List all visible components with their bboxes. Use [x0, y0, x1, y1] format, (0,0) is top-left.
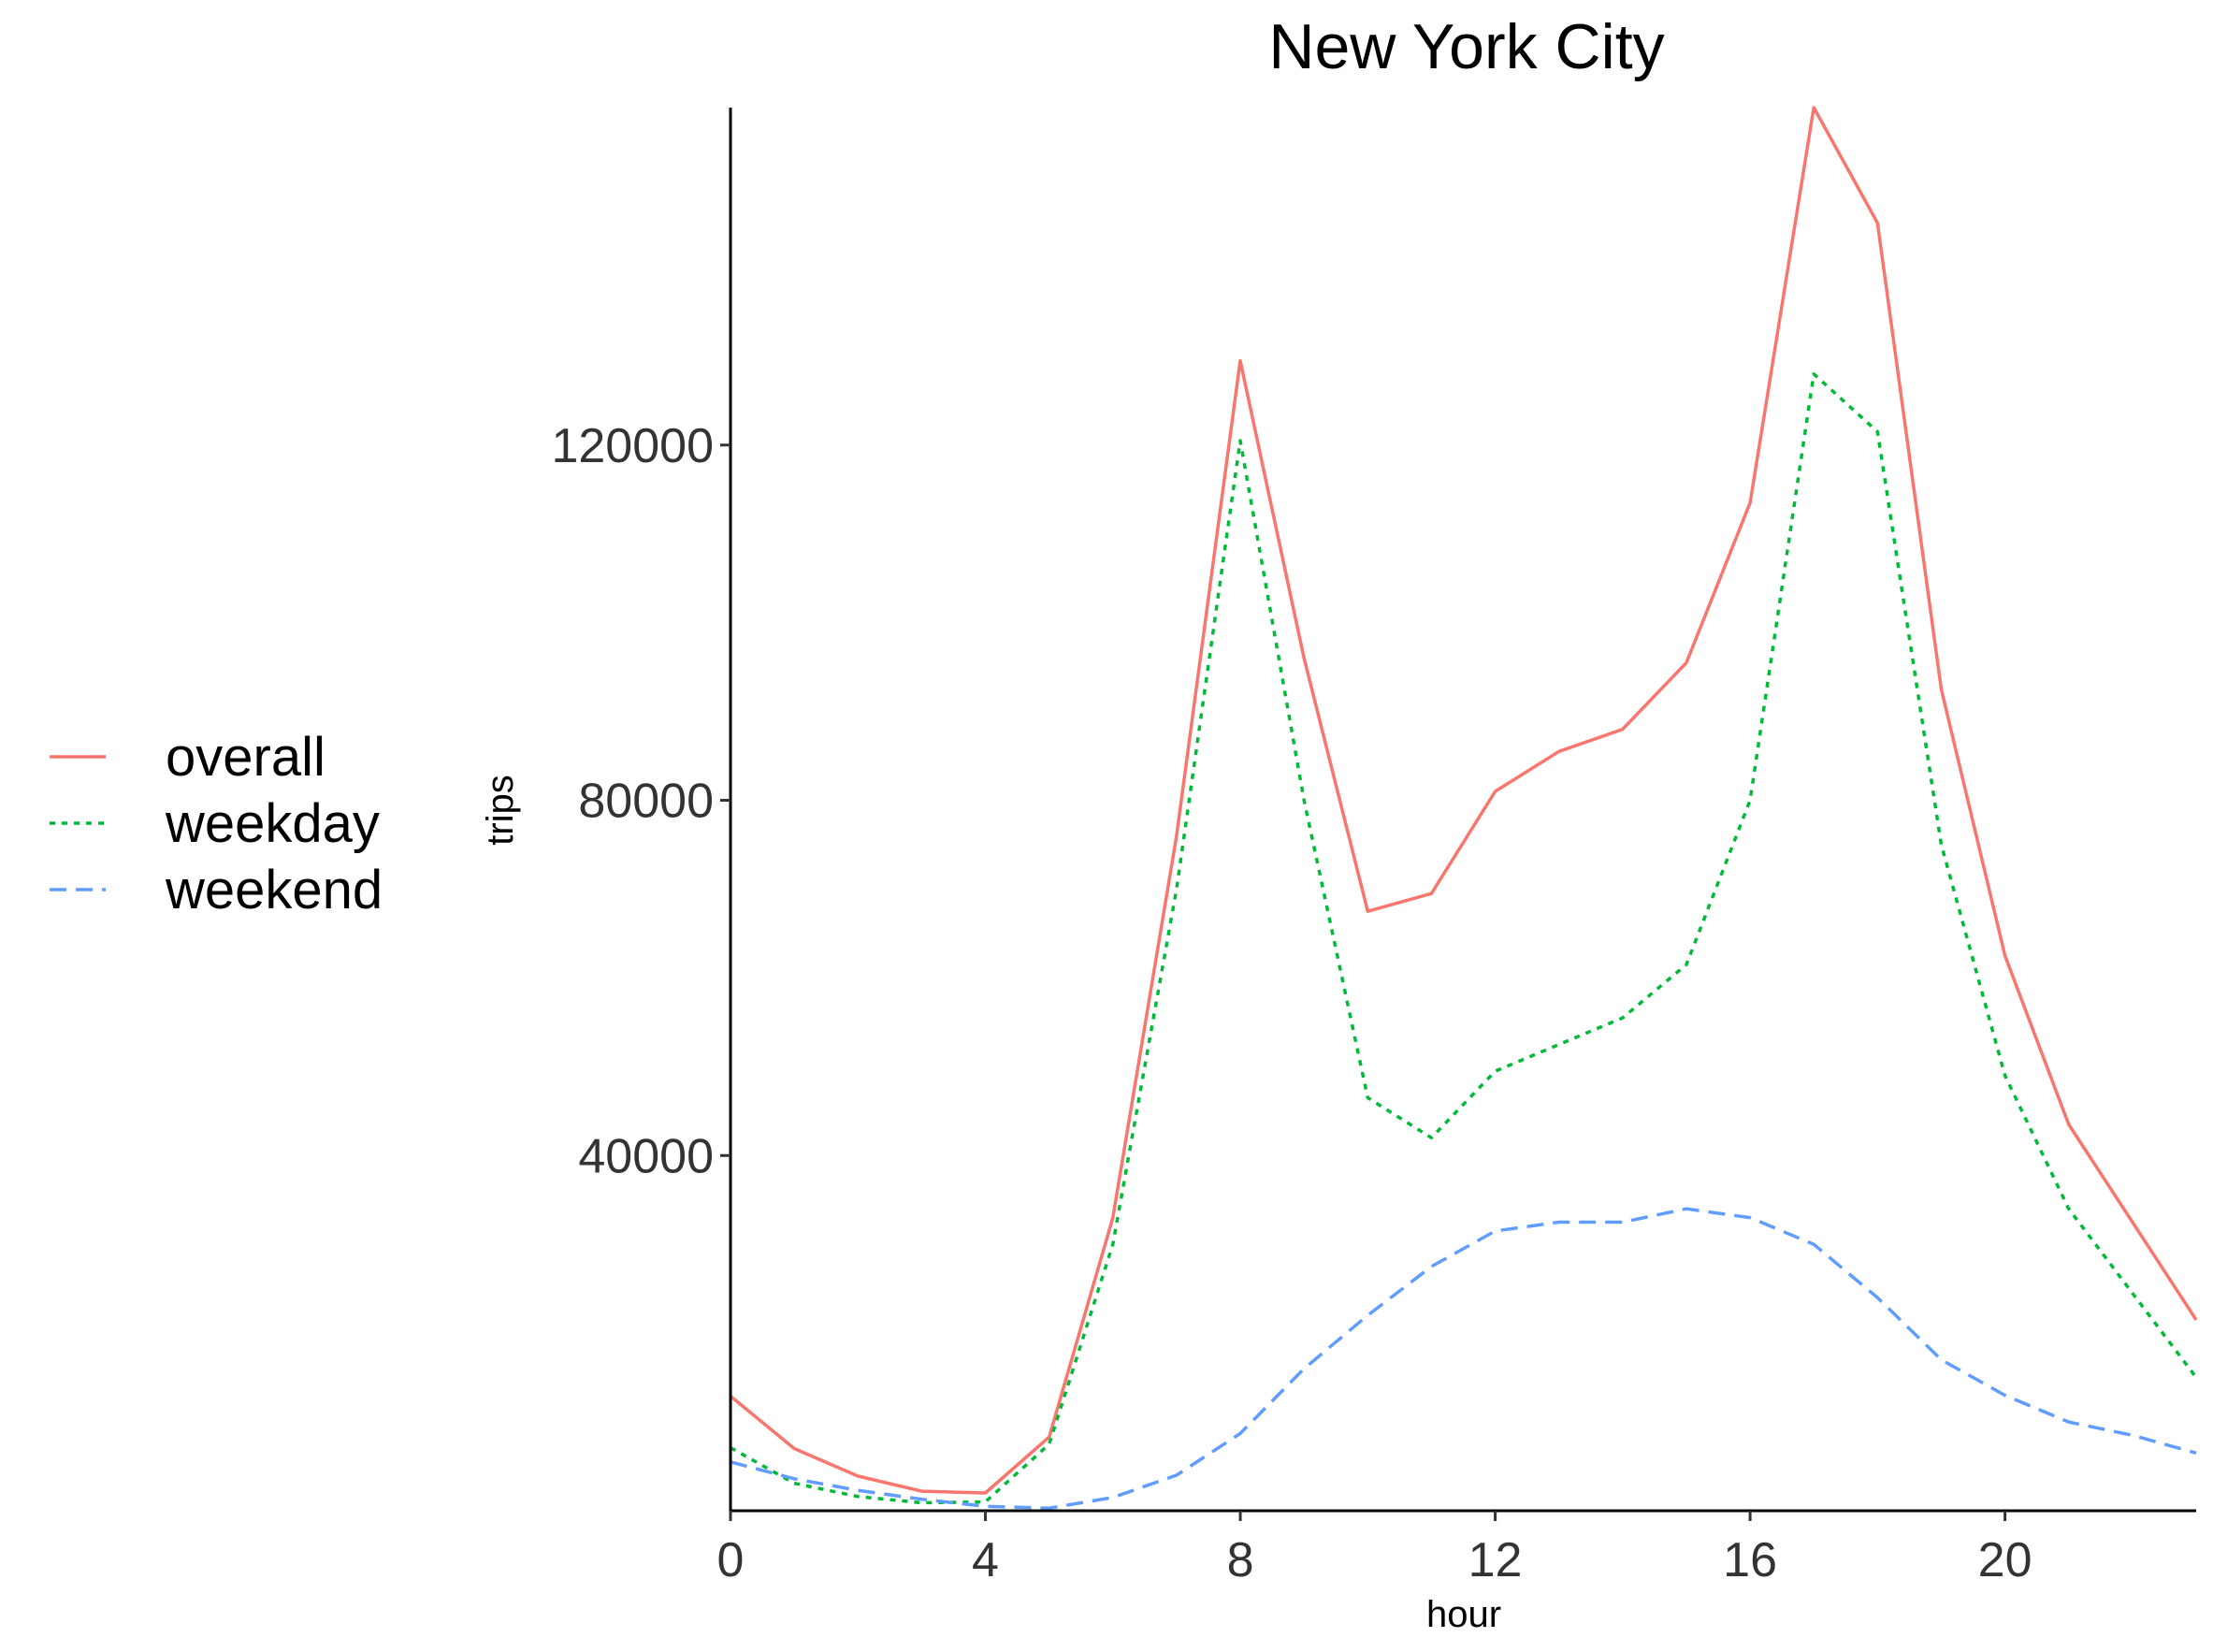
x-tick-label: 8	[1227, 1533, 1254, 1587]
x-ticks: 0 4 8 12 16 20	[717, 1511, 2032, 1587]
x-axis-title: hour	[1426, 1594, 1501, 1635]
y-tick-label: 120000	[551, 419, 714, 473]
y-axis-title: trips	[480, 775, 521, 846]
x-tick-label: 0	[717, 1533, 745, 1587]
x-tick-label: 4	[972, 1533, 999, 1587]
x-tick-label: 16	[1723, 1533, 1777, 1587]
plot-lines	[729, 106, 2198, 1510]
legend-label-weekday: weekday	[165, 793, 380, 854]
legend-label-weekend: weekend	[165, 860, 383, 920]
y-tick-label: 40000	[578, 1129, 714, 1183]
x-tick-label: 12	[1468, 1533, 1523, 1587]
x-tick-label: 20	[1978, 1533, 2032, 1587]
series-line-weekend	[730, 1207, 2197, 1510]
y-tick-label: 80000	[578, 775, 714, 829]
series-line-weekday	[730, 372, 2198, 1505]
y-ticks: 40000 80000 120000	[551, 419, 730, 1183]
series-line-overall	[729, 106, 2198, 1495]
chart-title: New York City	[1268, 11, 1664, 82]
legend-label-overall: overall	[166, 727, 325, 788]
